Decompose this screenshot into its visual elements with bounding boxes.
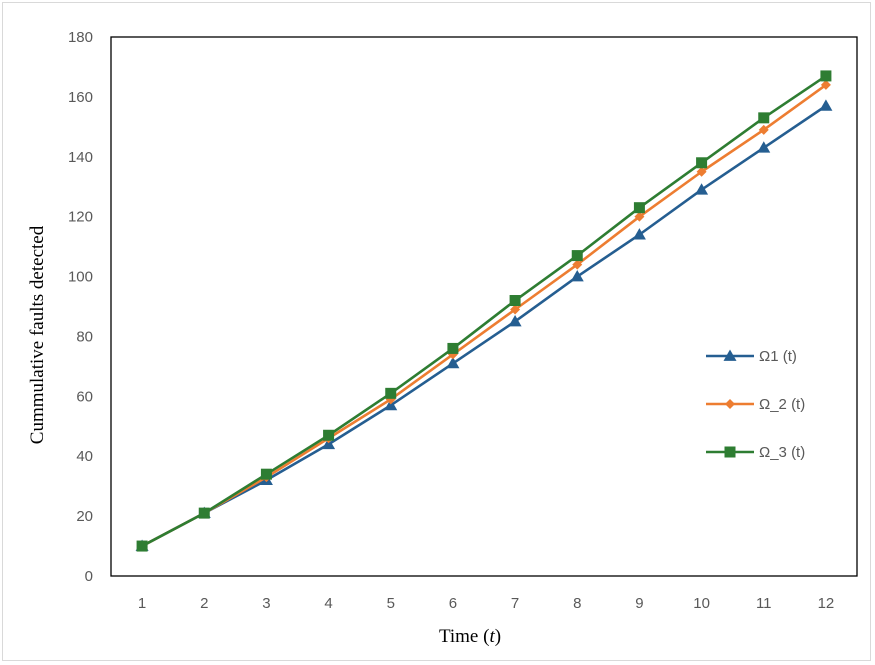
x-axis-title: Time (t) — [439, 626, 501, 647]
x-tick-label: 3 — [262, 595, 270, 612]
legend-label: Ω_3 (t) — [759, 444, 805, 461]
series-line — [141, 83, 827, 548]
series-layer — [135, 70, 833, 552]
data-point — [696, 166, 707, 177]
data-point — [696, 157, 708, 169]
y-tick-label: 160 — [68, 89, 93, 106]
data-point — [385, 387, 397, 399]
data-point — [322, 437, 336, 450]
series-line — [141, 74, 827, 548]
data-point — [571, 250, 583, 262]
data-point — [446, 356, 460, 369]
data-point — [260, 468, 272, 480]
data-point — [447, 342, 459, 354]
y-tick-label: 0 — [85, 568, 93, 585]
x-tick-label: 1 — [138, 595, 146, 612]
data-point — [570, 270, 584, 282]
legend-swatch-marker — [725, 399, 735, 409]
x-tick-label: 8 — [573, 595, 581, 612]
y-tick-label: 180 — [68, 29, 93, 46]
x-tick-label: 12 — [818, 595, 835, 612]
plot-area — [110, 36, 858, 577]
y-axis-title: Cummulative faults detected — [27, 225, 48, 444]
legend: Ω1 (t) Ω_2 (t) Ω_3 (t) — [706, 348, 805, 461]
x-tick-label: 11 — [756, 595, 772, 612]
data-point — [508, 314, 522, 327]
legend-item-2: Ω_2 (t) — [706, 396, 805, 413]
x-tick-label: 9 — [635, 595, 643, 612]
y-tick-label: 140 — [68, 149, 93, 166]
data-point — [819, 99, 833, 111]
data-point — [198, 507, 210, 519]
y-tick-label: 80 — [76, 328, 93, 345]
legend-item-1: Ω1 (t) — [706, 348, 797, 365]
data-point — [510, 304, 521, 315]
data-point — [633, 202, 645, 214]
y-tick-label: 60 — [76, 388, 93, 405]
plot-border — [110, 36, 858, 577]
x-tick-label: 6 — [449, 595, 457, 612]
data-point — [695, 183, 709, 195]
x-tick-label: 10 — [693, 595, 710, 612]
y-axis-ticks: 0 20 40 60 80 100 120 140 160 180 — [68, 29, 93, 585]
data-point — [384, 398, 398, 411]
legend-item-3: Ω_3 (t) — [706, 444, 805, 461]
data-point — [820, 79, 831, 90]
y-tick-label: 120 — [68, 209, 93, 226]
data-point — [572, 259, 583, 270]
x-tick-label: 7 — [511, 595, 519, 612]
y-tick-label: 40 — [76, 448, 93, 465]
data-point — [323, 429, 335, 441]
series-1 — [135, 99, 833, 551]
legend-swatch-marker — [724, 446, 736, 458]
legend-label: Ω1 (t) — [759, 348, 797, 365]
data-point — [758, 124, 769, 135]
y-tick-label: 20 — [76, 508, 93, 525]
x-axis-ticks: 1 2 3 4 5 6 7 8 9 10 11 12 — [138, 595, 834, 612]
data-point — [136, 540, 148, 552]
legend-label: Ω_2 (t) — [759, 396, 805, 413]
x-tick-label: 5 — [387, 595, 395, 612]
data-point — [820, 70, 832, 82]
data-point — [632, 228, 646, 240]
series-line — [141, 104, 827, 548]
x-tick-label: 2 — [200, 595, 208, 612]
data-point — [758, 112, 770, 124]
legend-swatch-marker — [723, 349, 737, 361]
x-tick-label: 4 — [324, 595, 332, 612]
data-point — [757, 141, 771, 153]
data-point — [509, 295, 521, 307]
data-point — [634, 211, 645, 222]
series-3 — [136, 70, 832, 552]
y-tick-label: 100 — [68, 269, 93, 286]
series-2 — [137, 79, 831, 552]
